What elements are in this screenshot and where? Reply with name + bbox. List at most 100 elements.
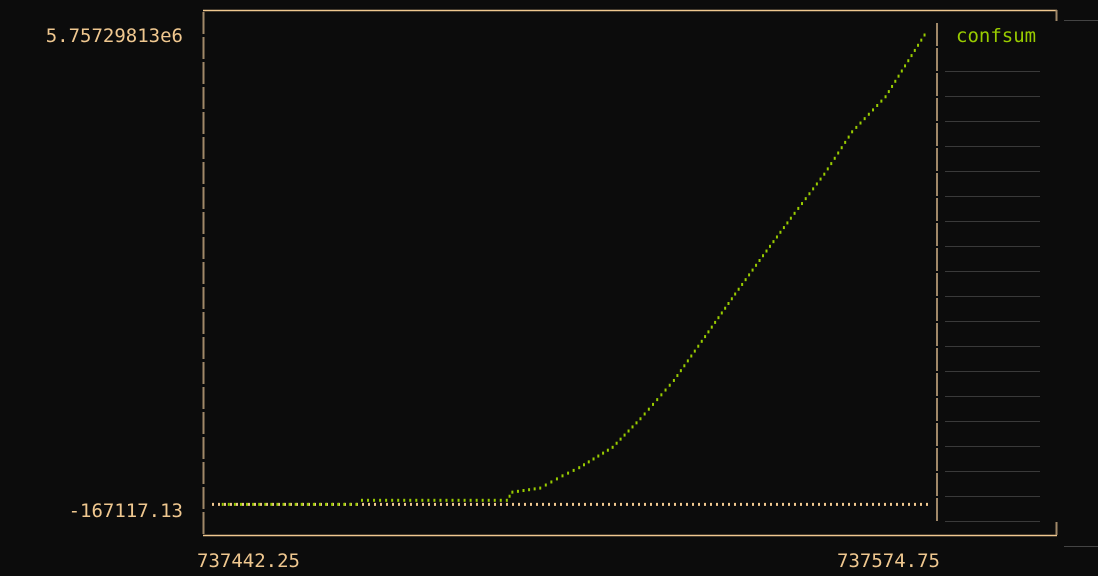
zero-line-dot <box>596 502 598 506</box>
data-point <box>768 244 771 248</box>
data-point <box>555 477 558 481</box>
zero-line-dot <box>788 502 790 506</box>
data-point <box>720 311 723 315</box>
data-point <box>508 494 511 498</box>
data-point <box>451 498 454 502</box>
data-point <box>373 498 376 502</box>
zero-line-dot <box>734 502 736 506</box>
data-point <box>923 33 926 37</box>
zero-line-dot <box>368 502 370 506</box>
data-point <box>258 502 261 506</box>
data-point <box>318 502 321 506</box>
data-point <box>582 463 585 467</box>
data-point <box>891 84 894 88</box>
zero-line-dot <box>704 502 706 506</box>
data-point <box>475 498 478 502</box>
legend: confsum <box>945 25 1040 522</box>
data-point <box>714 320 717 324</box>
zero-line-dot <box>824 502 826 506</box>
data-point <box>397 498 400 502</box>
data-point <box>840 146 843 150</box>
zero-line-dot <box>278 502 280 506</box>
data-point <box>751 268 754 272</box>
data-point <box>623 433 626 437</box>
zero-line-dot <box>752 502 754 506</box>
zero-line-dot <box>428 502 430 506</box>
data-point <box>481 498 484 502</box>
zero-line-dot <box>458 502 460 506</box>
zero-line-dot <box>254 502 256 506</box>
data-point <box>539 486 542 490</box>
data-point <box>337 502 340 506</box>
zero-line-dot <box>608 502 610 506</box>
zero-line-dot <box>644 502 646 506</box>
zero-line-dot <box>212 502 214 506</box>
zero-line-dot <box>920 502 922 506</box>
data-point <box>679 369 682 373</box>
data-point <box>887 90 890 94</box>
data-point <box>427 498 430 502</box>
data-point <box>804 197 807 201</box>
data-point <box>221 502 224 506</box>
zero-line-dot <box>554 502 556 506</box>
zero-line-dot <box>218 502 220 506</box>
zero-line-dot <box>908 502 910 506</box>
zero-line-dot <box>758 502 760 506</box>
zero-line-dot <box>722 502 724 506</box>
data-point <box>421 498 424 502</box>
zero-line-dot <box>620 502 622 506</box>
zero-line-dot <box>476 502 478 506</box>
zero-line-dot <box>806 502 808 506</box>
zero-line-dot <box>284 502 286 506</box>
zero-line-dot <box>266 502 268 506</box>
data-point <box>643 412 646 416</box>
data-point <box>288 502 291 506</box>
zero-line-dot <box>242 502 244 506</box>
x-tick-label-min: 737442.25 <box>197 550 300 572</box>
zero-line-dot <box>638 502 640 506</box>
data-point <box>597 454 600 458</box>
data-point <box>758 259 761 263</box>
zero-line-dot <box>464 502 466 506</box>
data-point <box>741 282 744 286</box>
zero-line-dot <box>680 502 682 506</box>
data-point <box>851 130 854 134</box>
zero-line-dot <box>578 502 580 506</box>
zero-line-dot <box>872 502 874 506</box>
zero-line-dot <box>470 502 472 506</box>
data-point <box>312 502 315 506</box>
data-point <box>897 74 900 78</box>
zero-line-dot <box>452 502 454 506</box>
data-point <box>917 43 920 47</box>
data-point <box>415 498 418 502</box>
data-point <box>779 230 782 234</box>
data-point <box>867 112 870 116</box>
data-point <box>561 474 564 478</box>
data-point <box>639 417 642 421</box>
zero-line-dot <box>650 502 652 506</box>
data-point <box>876 104 879 108</box>
data-point <box>343 502 346 506</box>
data-point <box>631 425 634 429</box>
zero-line-dot <box>410 502 412 506</box>
zero-line-dot <box>866 502 868 506</box>
data-point <box>306 502 309 506</box>
data-point <box>808 192 811 196</box>
zero-line-dot <box>536 502 538 506</box>
data-point <box>360 498 363 502</box>
zero-line-dot <box>584 502 586 506</box>
zero-line-dot <box>560 502 562 506</box>
data-point <box>379 498 382 502</box>
zero-line-dot <box>614 502 616 506</box>
data-point <box>880 99 883 103</box>
data-point <box>331 502 334 506</box>
data-point <box>439 498 442 502</box>
data-point <box>900 69 903 73</box>
zero-line-dot <box>512 502 514 506</box>
data-point <box>433 498 436 502</box>
zero-line-dot <box>542 502 544 506</box>
data-point <box>859 121 862 125</box>
data-point <box>837 151 840 155</box>
zero-line-dot <box>842 502 844 506</box>
